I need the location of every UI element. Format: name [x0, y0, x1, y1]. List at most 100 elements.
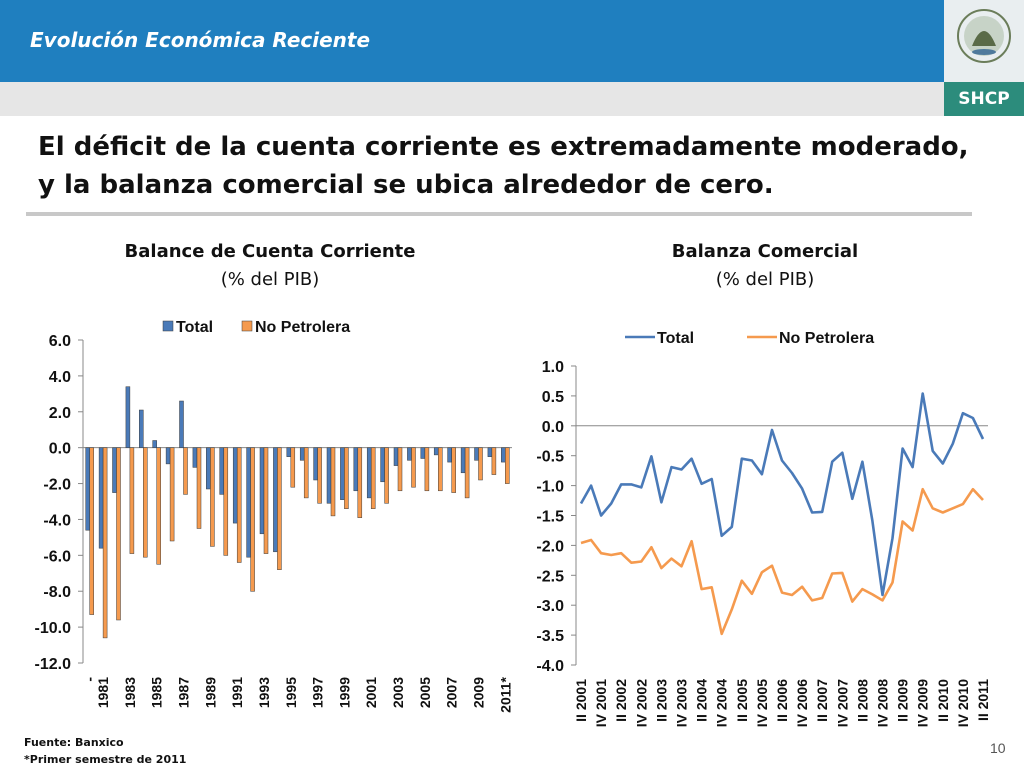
- bar: [85, 447, 90, 531]
- bar: [277, 447, 282, 570]
- bar: [370, 447, 376, 509]
- brand-badge: SHCP: [944, 82, 1024, 116]
- x-tick-label: II 2005: [734, 679, 750, 722]
- chart1-title-block: Balance de Cuenta Corriente (% del PIB): [60, 238, 480, 294]
- bar: [340, 447, 345, 500]
- bar: [344, 447, 349, 509]
- bar: [393, 447, 399, 466]
- bar: [303, 447, 309, 499]
- x-tick-label: 1991: [229, 677, 245, 708]
- bar: [460, 447, 466, 474]
- bar: [464, 447, 470, 499]
- bar: [139, 409, 144, 448]
- bar: [501, 447, 506, 463]
- bar: [125, 386, 131, 448]
- legend-label: Total: [176, 319, 213, 336]
- y-tick-label: -3.5: [536, 628, 564, 645]
- y-tick-label: -1.0: [536, 479, 564, 496]
- bar: [384, 447, 389, 504]
- bar: [112, 447, 117, 493]
- bar: [263, 447, 269, 554]
- bar: [246, 447, 251, 558]
- y-tick-label: -3.0: [536, 598, 564, 615]
- series-line: [579, 392, 985, 597]
- x-tick-label: 2007: [444, 677, 460, 708]
- header-bar: Evolución Económica Reciente: [0, 0, 944, 82]
- bar: [98, 447, 104, 549]
- x-tick-label: -: [82, 677, 98, 682]
- x-tick-label: IV 2004: [714, 679, 730, 727]
- bar: [102, 447, 108, 639]
- bar: [424, 447, 430, 492]
- bar: [236, 447, 242, 563]
- chart2-title-block: Balanza Comercial (% del PIB): [560, 238, 970, 294]
- bar: [487, 447, 493, 457]
- x-tick-label: IV 2007: [834, 679, 850, 727]
- y-tick-label: -4.0: [536, 658, 564, 675]
- y-tick-label: -8.0: [43, 584, 71, 601]
- y-tick-label: -10.0: [35, 620, 72, 637]
- legend-label: No Petrolera: [255, 319, 350, 336]
- bar: [299, 447, 305, 461]
- bar: [433, 447, 439, 456]
- y-tick-label: -6.0: [43, 548, 71, 565]
- x-tick-label: II 2009: [895, 679, 911, 722]
- bar: [206, 447, 211, 490]
- bar: [183, 447, 188, 495]
- x-tick-label: IV 2002: [633, 679, 649, 727]
- bar: [313, 447, 318, 481]
- bar: [491, 447, 497, 475]
- bar: [286, 447, 292, 457]
- x-tick-label: 1997: [310, 677, 326, 708]
- bar: [478, 447, 483, 481]
- y-tick-label: -0.5: [536, 449, 564, 466]
- y-tick-label: 1.0: [542, 359, 564, 376]
- legend-label: No Petrolera: [779, 330, 874, 347]
- logo-area: [944, 0, 1024, 82]
- x-tick-label: II 2010: [935, 679, 951, 722]
- x-tick-label: 1985: [149, 677, 165, 708]
- x-tick-label: 1995: [283, 677, 299, 708]
- footnote: *Primer semestre de 2011: [24, 753, 187, 766]
- source-note: Fuente: Banxico: [24, 736, 124, 749]
- x-tick-label: 1983: [122, 677, 138, 708]
- x-tick-label: II 2006: [774, 679, 790, 722]
- x-tick-label: 2001: [363, 677, 379, 708]
- y-tick-label: 4.0: [49, 369, 71, 386]
- x-tick-label: 1999: [336, 677, 352, 708]
- x-tick-label: II 2004: [694, 679, 710, 722]
- bar: [179, 400, 184, 448]
- bar: [330, 447, 336, 517]
- bar: [411, 447, 416, 488]
- x-tick-label: 2009: [470, 677, 486, 708]
- legend-swatch: [162, 320, 174, 332]
- footer: Fuente: Banxico *Primer semestre de 2011: [24, 734, 186, 768]
- slide-headline: El déficit de la cuenta corriente es ext…: [38, 132, 969, 200]
- bar: [366, 447, 372, 499]
- bar: [169, 447, 175, 542]
- y-tick-label: -12.0: [35, 656, 72, 673]
- bar: [152, 440, 157, 448]
- x-tick-label: IV 2010: [955, 679, 971, 727]
- coat-of-arms-icon: [957, 9, 1011, 63]
- y-tick-label: -2.0: [43, 477, 71, 494]
- y-tick-label: -2.0: [536, 538, 564, 555]
- x-tick-label: 2011*: [497, 676, 513, 712]
- x-tick-label: 1987: [176, 677, 192, 708]
- y-tick-label: -1.5: [536, 509, 564, 526]
- x-tick-label: II 2007: [814, 679, 830, 722]
- bar: [259, 447, 265, 535]
- legend-label: Total: [657, 330, 694, 347]
- x-tick-label: II 2008: [854, 679, 870, 722]
- bar: [380, 447, 385, 483]
- bar: [273, 447, 278, 553]
- y-tick-label: 0.0: [49, 441, 71, 458]
- bar: [89, 447, 94, 615]
- divider: [26, 212, 972, 216]
- bar: [290, 447, 296, 488]
- x-tick-label: 1981: [95, 677, 111, 708]
- y-tick-label: 2.0: [49, 405, 71, 422]
- x-tick-label: IV 2001: [593, 679, 609, 727]
- bar: [210, 447, 215, 547]
- chart2-title: Balanza Comercial: [671, 241, 859, 262]
